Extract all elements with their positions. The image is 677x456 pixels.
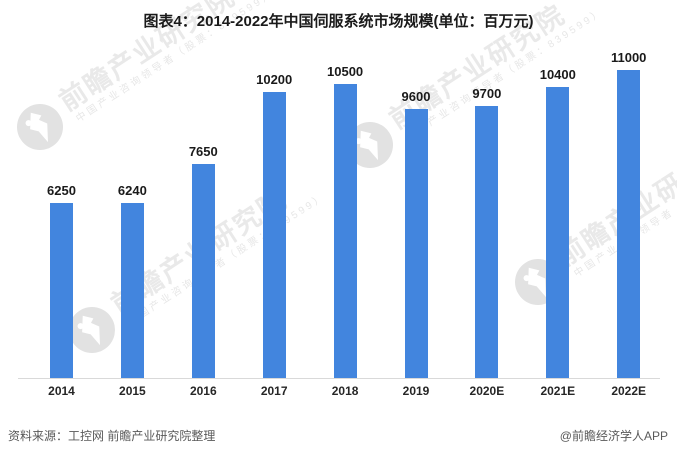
x-tick-label-2014: 2014 [48,384,75,398]
x-tick-label-2021E: 2021E [540,384,576,398]
bar-2022E [617,70,641,378]
bar-2017 [262,92,286,378]
x-axis-line [18,378,660,379]
credit-text: @前瞻经济学人APP [559,429,668,443]
bar-2021E [546,86,570,378]
bar-value-label-2018: 10500 [327,64,364,79]
chart-title: 图表4：2014-2022年中国伺服系统市场规模(单位：百万元) [143,13,534,30]
bar-value-label-2020E: 9700 [472,86,502,102]
bar-2020E [475,106,499,378]
bar-value-label-2021E: 10400 [539,66,576,82]
bar-2014 [50,203,73,378]
bar-2015 [120,203,144,378]
bar-value-label-2015: 6240 [117,183,147,199]
bar-2016 [191,163,215,378]
x-tick-label-2015: 2015 [119,384,146,398]
bar-value-label-2019: 9600 [401,89,431,105]
x-tick-label-2020E: 2020E [469,384,505,398]
x-tick-label-2016: 2016 [189,384,217,398]
bar-value-label-2017: 10200 [256,72,293,88]
bar-value-label-2014: 6250 [47,183,76,198]
bar-value-label-2022E: 11000 [610,50,647,65]
data-source-text: 资料来源：工控网 前瞻产业研究院整理 [8,429,216,443]
x-tick-label-2018: 2018 [331,384,359,398]
x-tick-label-2017: 2017 [260,384,288,398]
bar-2018 [333,84,357,378]
x-tick-label-2022E: 2022E [611,384,647,398]
bar-value-label-2016: 7650 [188,143,218,159]
bar-2019 [404,109,428,378]
x-tick-label-2019: 2019 [402,384,430,398]
